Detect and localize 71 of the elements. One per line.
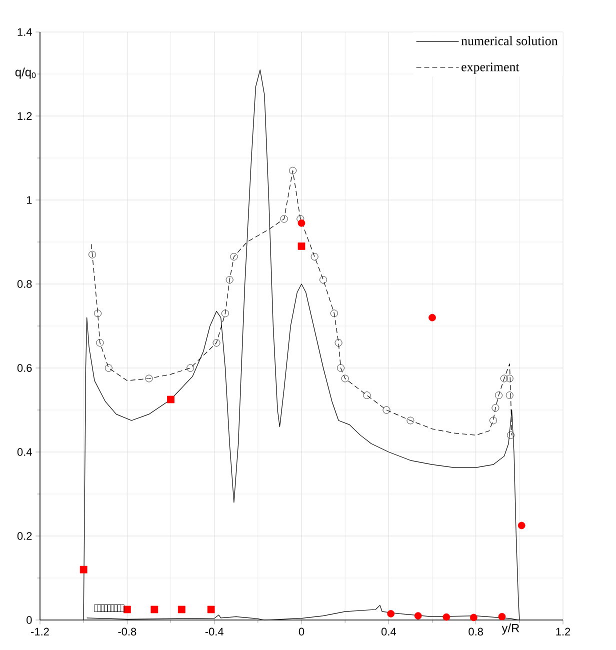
point xyxy=(222,310,229,318)
point xyxy=(186,364,194,372)
point xyxy=(518,522,526,530)
point xyxy=(104,364,112,372)
point xyxy=(116,604,124,612)
y-tick-label: 0.6 xyxy=(17,364,32,372)
point xyxy=(94,604,102,612)
point xyxy=(442,613,450,621)
point xyxy=(150,606,158,614)
y-tick-label: 1 xyxy=(26,196,32,204)
x-axis-title: y/R xyxy=(502,624,520,635)
point xyxy=(80,566,88,574)
point xyxy=(298,219,306,227)
point xyxy=(123,606,131,614)
point xyxy=(363,392,371,399)
point xyxy=(492,404,500,412)
point xyxy=(320,276,327,284)
point xyxy=(97,604,105,612)
point xyxy=(207,606,215,614)
point xyxy=(387,610,395,618)
point xyxy=(280,215,288,223)
point xyxy=(337,364,344,372)
point xyxy=(490,416,497,424)
point xyxy=(428,314,436,322)
point xyxy=(145,374,153,382)
x-tick-label: 0 xyxy=(298,628,304,636)
point xyxy=(406,416,414,424)
x-tick-label: -0.4 xyxy=(205,628,224,636)
point xyxy=(414,612,422,620)
y-tick-label: 1.2 xyxy=(18,112,32,120)
y-tick-label: 1.4 xyxy=(18,28,32,36)
point xyxy=(334,339,342,346)
point xyxy=(507,432,514,439)
point xyxy=(88,250,96,258)
point xyxy=(167,396,174,404)
point xyxy=(506,392,514,399)
point xyxy=(495,392,502,399)
point xyxy=(341,374,349,382)
y-tick-label: 0.2 xyxy=(17,532,32,540)
point xyxy=(298,242,306,250)
y-tick-label: 0 xyxy=(26,616,32,624)
point xyxy=(500,374,508,382)
x-tick-label: 1.2 xyxy=(556,628,570,636)
point xyxy=(107,604,115,612)
y-tick-label: 0.4 xyxy=(17,448,32,456)
point xyxy=(100,604,108,612)
point xyxy=(94,310,102,318)
point xyxy=(289,166,296,174)
point xyxy=(104,604,112,612)
point xyxy=(470,614,478,622)
x-tick-label: -0.8 xyxy=(118,628,136,636)
point xyxy=(296,215,304,223)
point xyxy=(96,339,104,346)
y-axis-title: q/q$_{0}$ xyxy=(15,68,36,79)
point xyxy=(310,253,318,260)
point xyxy=(212,339,220,346)
point xyxy=(498,612,506,620)
point xyxy=(114,604,122,612)
point xyxy=(506,374,514,382)
x-tick-label: 0.8 xyxy=(468,628,483,636)
point xyxy=(230,253,238,260)
y-tick-label: 0.8 xyxy=(17,280,32,288)
point xyxy=(110,604,118,612)
x-tick-label: -1.2 xyxy=(31,628,49,636)
legend-label: numerical solution xyxy=(461,36,558,46)
point xyxy=(382,406,390,414)
point xyxy=(178,606,186,614)
point xyxy=(226,276,234,284)
point xyxy=(330,310,338,318)
x-tick-label: 0.4 xyxy=(381,628,396,636)
legend-label: experiment xyxy=(462,62,520,74)
